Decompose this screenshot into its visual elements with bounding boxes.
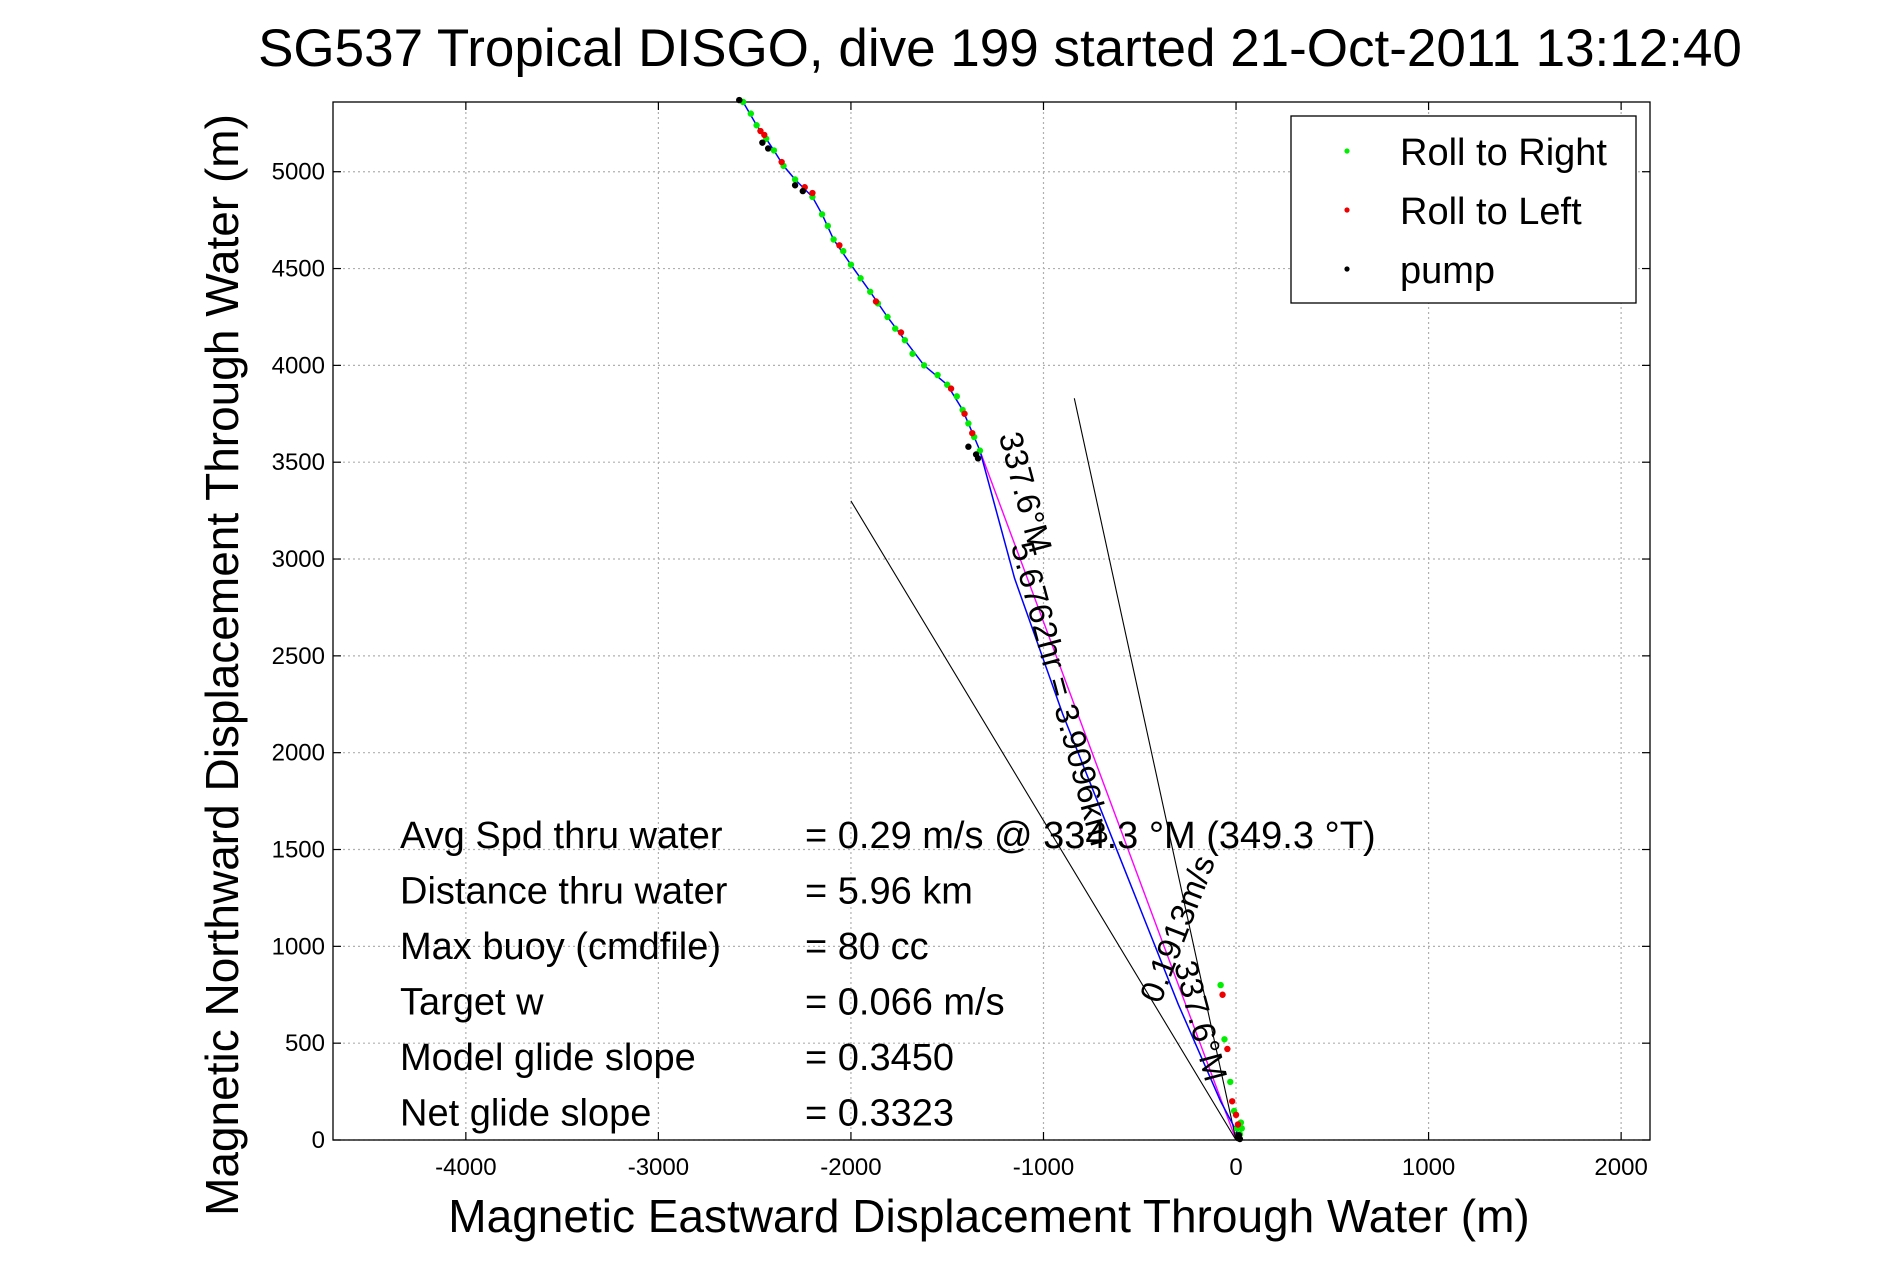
roll-left-point	[809, 189, 816, 197]
pump-point	[974, 455, 982, 462]
roll-right-point	[747, 110, 755, 117]
y-tick-label: 1500	[272, 837, 325, 864]
x-tick-label: -3000	[628, 1154, 689, 1181]
y-tick-label: 3000	[272, 546, 325, 573]
stat-value: = 0.29 m/s @ 334.3 °M (349.3 °T)	[805, 815, 1376, 857]
plot-frame	[332, 101, 1651, 1141]
roll-right-point	[830, 236, 837, 243]
roll-right-point	[840, 247, 847, 255]
x-tick-label: 0	[1229, 1154, 1242, 1181]
roll-right-point	[901, 336, 909, 344]
roll-left-point	[1224, 1045, 1231, 1053]
y-tick-label: 3500	[272, 449, 325, 476]
stat-label: Avg Spd thru water	[400, 815, 723, 857]
roll-left-point	[1232, 1111, 1240, 1119]
roll-right-point	[791, 176, 799, 183]
roll-left-point	[947, 385, 955, 392]
roll-right-point	[753, 122, 760, 129]
roll-left-point	[961, 410, 968, 417]
roll-right-point	[884, 313, 891, 321]
roll-left-point	[1228, 1098, 1236, 1105]
y-tick-label: 4000	[272, 352, 325, 379]
pump-point	[764, 145, 772, 152]
legend-marker	[1344, 266, 1350, 272]
stat-label: Net glide slope	[400, 1093, 651, 1135]
pump-point	[791, 182, 799, 189]
stat-value: = 0.3323	[805, 1093, 954, 1135]
chart-title: SG537 Tropical DISGO, dive 199 started 2…	[258, 19, 1742, 78]
y-tick-label: 5000	[272, 159, 325, 186]
legend: Roll to Right Roll to Left pump	[1290, 115, 1637, 304]
mean-heading-line	[979, 450, 1237, 1141]
roll-right-point	[1221, 1036, 1228, 1043]
heading-wedge	[850, 398, 1237, 1141]
wedge-line	[1073, 398, 1237, 1141]
roll-left-point	[897, 329, 905, 336]
stat-value: = 80 cc	[805, 926, 929, 968]
pump-point	[759, 139, 766, 146]
roll-left-point	[761, 131, 768, 139]
pump-point	[736, 96, 743, 104]
y-tick-label: 1000	[272, 933, 325, 960]
roll-left-point	[836, 242, 843, 249]
x-tick-label: 2000	[1594, 1154, 1647, 1181]
x-tick-label: -2000	[820, 1154, 881, 1181]
roll-right-point	[934, 371, 941, 379]
legend-label: pump	[1400, 250, 1495, 292]
roll-right-point	[847, 261, 855, 268]
roll-right-point	[965, 420, 972, 427]
stat-value: = 0.066 m/s	[805, 982, 1005, 1024]
x-axis-label: Magnetic Eastward Displacement Through W…	[448, 1190, 1529, 1242]
y-tick-label: 0	[312, 1127, 325, 1154]
y-axis-label: Magnetic Northward Displacement Through …	[196, 114, 248, 1216]
y-tick-label: 500	[285, 1030, 325, 1057]
roll-left-point	[1219, 991, 1226, 998]
roll-left-point	[1234, 1121, 1242, 1128]
y-tick-label: 4500	[272, 256, 325, 283]
y-tick-label: 2000	[272, 740, 325, 767]
roll-right-point	[953, 393, 961, 400]
data-points	[736, 96, 1246, 1143]
roll-right-point	[770, 147, 778, 154]
roll-right-point	[909, 350, 916, 357]
pump-point	[799, 187, 807, 195]
stat-label: Max buoy (cmdfile)	[400, 926, 721, 968]
legend-label: Roll to Right	[1400, 132, 1607, 174]
roll-right-point	[818, 211, 826, 218]
roll-left-point	[872, 298, 880, 305]
stat-value: = 0.3450	[805, 1037, 954, 1079]
axes: -4000 -3000 -2000 -1000 0 1000 2000 0 500 1000 150…	[272, 101, 1651, 1181]
stats-block: Avg Spd thru water Distance thru water Max…	[400, 815, 1376, 1135]
roll-right-point	[824, 222, 832, 230]
x-tick-label: -4000	[435, 1154, 496, 1181]
roll-right-point	[892, 325, 899, 332]
x-tick-label: 1000	[1402, 1154, 1455, 1181]
roll-right-point	[920, 362, 928, 369]
roll-right-point	[1227, 1078, 1234, 1086]
legend-marker	[1344, 207, 1350, 213]
stat-label: Model glide slope	[400, 1037, 696, 1079]
roll-right-point	[857, 275, 864, 282]
roll-left-point	[969, 429, 976, 437]
x-tick-label: -1000	[1013, 1154, 1074, 1181]
stat-value: = 5.96 km	[805, 871, 973, 913]
pump-point	[965, 443, 972, 450]
roll-right-point	[1217, 981, 1224, 989]
wedge-line	[850, 500, 1237, 1141]
roll-left-point	[778, 158, 785, 166]
y-tick-label: 2500	[272, 643, 325, 670]
stat-label: Distance thru water	[400, 871, 728, 913]
stat-label: Target w	[400, 982, 544, 1024]
pump-point	[1236, 1135, 1244, 1143]
legend-label: Roll to Left	[1400, 191, 1582, 233]
grid	[333, 102, 1650, 1141]
roll-right-point	[866, 288, 874, 295]
legend-marker	[1344, 148, 1350, 154]
